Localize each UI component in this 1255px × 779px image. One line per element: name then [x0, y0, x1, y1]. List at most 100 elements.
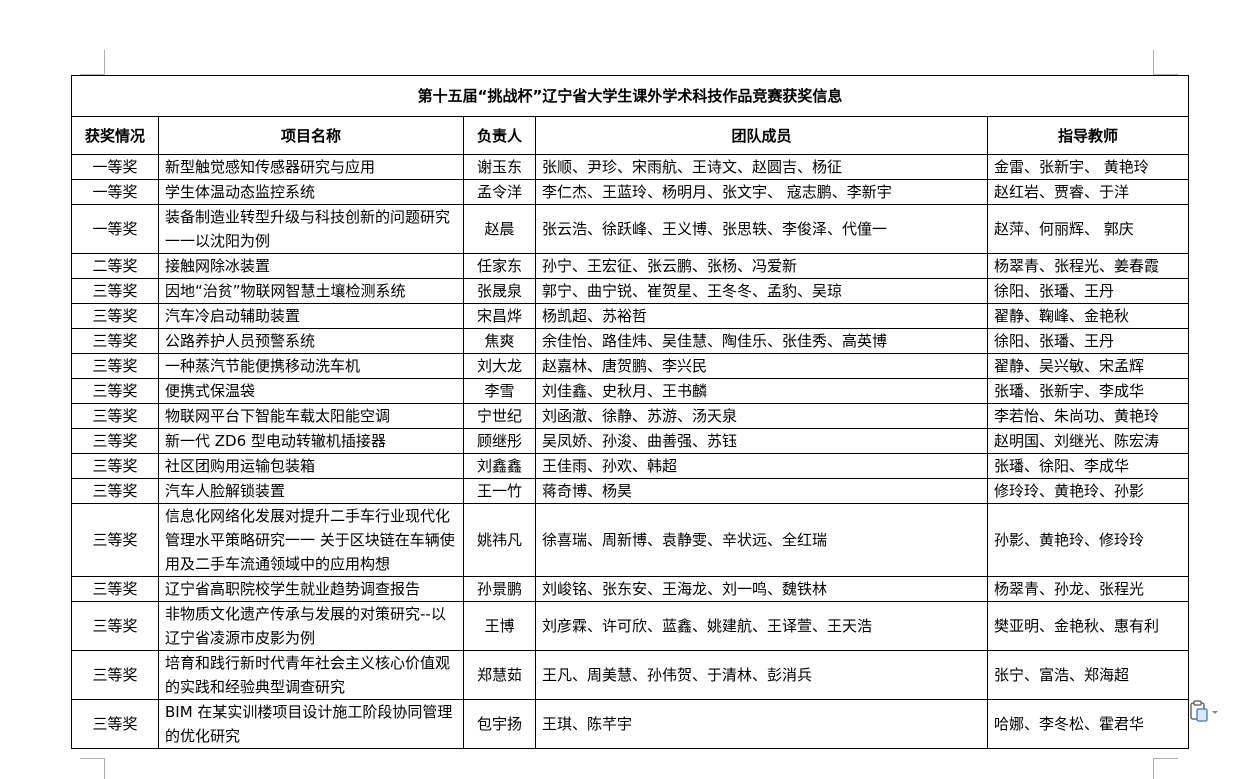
- award-cell: 三等奖: [71, 576, 159, 602]
- header-leader: 负责人: [463, 116, 536, 155]
- award-cell: 三等奖: [71, 650, 159, 700]
- advisors-cell: 徐阳、张璠、王丹: [987, 328, 1189, 354]
- project-cell: 汽车人脸解锁装置: [158, 478, 464, 504]
- award-cell: 一等奖: [71, 154, 159, 180]
- advisors-cell: 杨翠青、孙龙、张程光: [987, 576, 1189, 602]
- leader-cell: 张晟泉: [463, 278, 536, 304]
- leader-cell: 王博: [463, 601, 536, 651]
- table-row: 三等奖 辽宁省高职院校学生就业趋势调查报告 孙景鹏 刘峻铭、张东安、王海龙、刘一鸣、魏…: [71, 576, 1189, 602]
- members-cell: 余佳怡、路佳炜、吴佳慧、陶佳乐、张佳秀、高英博: [535, 328, 988, 354]
- project-cell: 物联网平台下智能车载太阳能空调: [158, 403, 464, 429]
- members-cell: 刘函澈、徐静、苏游、汤天泉: [535, 403, 988, 429]
- table-row: 二等奖 接触网除冰装置 任家东 孙宁、王宏征、张云鹏、张杨、冯爱新 杨翠青、张程光、姜春…: [71, 253, 1189, 279]
- members-cell: 赵嘉林、唐贺鹏、李兴民: [535, 353, 988, 379]
- project-cell: 辽宁省高职院校学生就业趋势调查报告: [158, 576, 464, 602]
- advisors-cell: 金雷、张新宇、 黄艳玲: [987, 154, 1189, 180]
- members-cell: 刘佳鑫、史秋月、王书麟: [535, 378, 988, 404]
- table-row: 三等奖 因地“治贫”物联网智慧土壤检测系统 张晟泉 郭宁、曲宁锐、崔贺星、王冬冬、孟豹…: [71, 278, 1189, 304]
- advisors-cell: 徐阳、张璠、王丹: [987, 278, 1189, 304]
- leader-cell: 王一竹: [463, 478, 536, 504]
- advisors-cell: 赵明国、刘继光、陈宏涛: [987, 428, 1189, 454]
- project-cell: 便携式保温袋: [158, 378, 464, 404]
- advisors-cell: 孙影、黄艳玲、修玲玲: [987, 503, 1189, 577]
- members-cell: 刘彦霖、许可欣、蓝鑫、姚建航、王译萱、王天浩: [535, 601, 988, 651]
- members-cell: 王佳雨、孙欢、韩超: [535, 453, 988, 479]
- members-cell: 徐喜瑞、周新博、袁静雯、辛状远、全红瑞: [535, 503, 988, 577]
- project-cell: 汽车冷启动辅助装置: [158, 303, 464, 329]
- table-row: 三等奖 培育和践行新时代青年社会主义核心价值观的实践和经验典型调查研究 郑慧茹 王凡、…: [71, 650, 1189, 700]
- award-cell: 三等奖: [71, 303, 159, 329]
- award-cell: 二等奖: [71, 253, 159, 279]
- table-row: 三等奖 社区团购用运输包装箱 刘鑫鑫 王佳雨、孙欢、韩超 张璠、徐阳、李成华: [71, 453, 1189, 479]
- header-project: 项目名称: [158, 116, 464, 155]
- members-cell: 孙宁、王宏征、张云鹏、张杨、冯爱新: [535, 253, 988, 279]
- table-row: 三等奖 非物质文化遗产传承与发展的对策研究--以辽宁省凌源市皮影为例 王博 刘彦霖、许…: [71, 601, 1189, 651]
- award-cell: 三等奖: [71, 278, 159, 304]
- page-corner-mark-bottom-right: [1153, 758, 1178, 779]
- project-cell: 新一代 ZD6 型电动转辙机插接器: [158, 428, 464, 454]
- award-cell: 三等奖: [71, 428, 159, 454]
- leader-cell: 包宇扬: [463, 699, 536, 749]
- award-cell: 三等奖: [71, 503, 159, 577]
- leader-cell: 赵晨: [463, 204, 536, 254]
- project-cell: 非物质文化遗产传承与发展的对策研究--以辽宁省凌源市皮影为例: [158, 601, 464, 651]
- table-row: 三等奖 信息化网络化发展对提升二手车行业现代化管理水平策略研究一一 关于区块链在车…: [71, 503, 1189, 577]
- members-cell: 蒋奇博、杨昊: [535, 478, 988, 504]
- project-cell: 培育和践行新时代青年社会主义核心价值观的实践和经验典型调查研究: [158, 650, 464, 700]
- clipboard-icon: [1190, 700, 1218, 722]
- leader-cell: 孟令洋: [463, 179, 536, 205]
- table-row: 一等奖 学生体温动态监控系统 孟令洋 李仁杰、王蓝玲、杨明月、张文宇、 寇志鹏、李新宇…: [71, 179, 1189, 205]
- advisors-cell: 哈娜、李冬松、霍君华: [987, 699, 1189, 749]
- advisors-cell: 李若怡、朱尚功、黄艳玲: [987, 403, 1189, 429]
- award-cell: 三等奖: [71, 478, 159, 504]
- header-advisors: 指导教师: [987, 116, 1189, 155]
- advisors-cell: 樊亚明、金艳秋、惠有利: [987, 601, 1189, 651]
- table-row: 三等奖 物联网平台下智能车载太阳能空调 宁世纪 刘函澈、徐静、苏游、汤天泉 李若怡、朱尚…: [71, 403, 1189, 429]
- project-cell: 一种蒸汽节能便携移动洗车机: [158, 353, 464, 379]
- leader-cell: 谢玉东: [463, 154, 536, 180]
- leader-cell: 孙景鹏: [463, 576, 536, 602]
- members-cell: 王琪、陈芊宇: [535, 699, 988, 749]
- members-cell: 刘峻铭、张东安、王海龙、刘一鸣、魏铁林: [535, 576, 988, 602]
- award-cell: 三等奖: [71, 353, 159, 379]
- members-cell: 张顺、尹珍、宋雨航、王诗文、赵圆吉、杨征: [535, 154, 988, 180]
- advisors-cell: 张宁、富浩、郑海超: [987, 650, 1189, 700]
- advisors-cell: 翟静、鞠峰、金艳秋: [987, 303, 1189, 329]
- advisors-cell: 修玲玲、黄艳玲、孙影: [987, 478, 1189, 504]
- project-cell: 接触网除冰装置: [158, 253, 464, 279]
- members-cell: 李仁杰、王蓝玲、杨明月、张文宇、 寇志鹏、李新宇: [535, 179, 988, 205]
- paste-options-button[interactable]: [1190, 700, 1220, 724]
- leader-cell: 宋昌烨: [463, 303, 536, 329]
- members-cell: 张云浩、徐跃峰、王义博、张思轶、李俊泽、代僮一: [535, 204, 988, 254]
- page-corner-mark-bottom-left: [80, 758, 105, 779]
- members-cell: 郭宁、曲宁锐、崔贺星、王冬冬、孟豹、吴琼: [535, 278, 988, 304]
- leader-cell: 李雪: [463, 378, 536, 404]
- project-cell: 公路养护人员预警系统: [158, 328, 464, 354]
- advisors-cell: 张璠、张新宇、李成华: [987, 378, 1189, 404]
- project-cell: 社区团购用运输包装箱: [158, 453, 464, 479]
- table-row: 一等奖 新型触觉感知传感器研究与应用 谢玉东 张顺、尹珍、宋雨航、王诗文、赵圆吉、杨征…: [71, 154, 1189, 180]
- project-cell: 装备制造业转型升级与科技创新的问题研究一一以沈阳为例: [158, 204, 464, 254]
- project-cell: 信息化网络化发展对提升二手车行业现代化管理水平策略研究一一 关于区块链在车辆使用…: [158, 503, 464, 577]
- table-row: 三等奖 新一代 ZD6 型电动转辙机插接器 顾继彤 吴凤娇、孙浚、曲善强、苏钰 赵明国、…: [71, 428, 1189, 454]
- leader-cell: 刘大龙: [463, 353, 536, 379]
- members-cell: 吴凤娇、孙浚、曲善强、苏钰: [535, 428, 988, 454]
- table-row: 三等奖 便携式保温袋 李雪 刘佳鑫、史秋月、王书麟 张璠、张新宇、李成华: [71, 378, 1189, 404]
- leader-cell: 刘鑫鑫: [463, 453, 536, 479]
- page-corner-mark-top-right: [1153, 50, 1178, 75]
- members-cell: 王凡、周美慧、孙伟贺、于清林、彭消兵: [535, 650, 988, 700]
- advisors-cell: 翟静、吴兴敏、宋孟辉: [987, 353, 1189, 379]
- advisors-cell: 赵红岩、贾睿、于洋: [987, 179, 1189, 205]
- leader-cell: 宁世纪: [463, 403, 536, 429]
- members-cell: 杨凯超、苏裕哲: [535, 303, 988, 329]
- table-row: 三等奖 一种蒸汽节能便携移动洗车机 刘大龙 赵嘉林、唐贺鹏、李兴民 翟静、吴兴敏、宋孟辉: [71, 353, 1189, 379]
- leader-cell: 任家东: [463, 253, 536, 279]
- award-cell: 三等奖: [71, 699, 159, 749]
- table-row: 三等奖 BIM 在某实训楼项目设计施工阶段协同管理的优化研究 包宇扬 王琪、陈芊宇 哈娜…: [71, 699, 1189, 749]
- table-row: 一等奖 装备制造业转型升级与科技创新的问题研究一一以沈阳为例 赵晨 张云浩、徐跃峰、王…: [71, 204, 1189, 254]
- header-members: 团队成员: [535, 116, 988, 155]
- header-award: 获奖情况: [71, 116, 159, 155]
- award-cell: 三等奖: [71, 403, 159, 429]
- advisors-cell: 张璠、徐阳、李成华: [987, 453, 1189, 479]
- award-cell: 三等奖: [71, 378, 159, 404]
